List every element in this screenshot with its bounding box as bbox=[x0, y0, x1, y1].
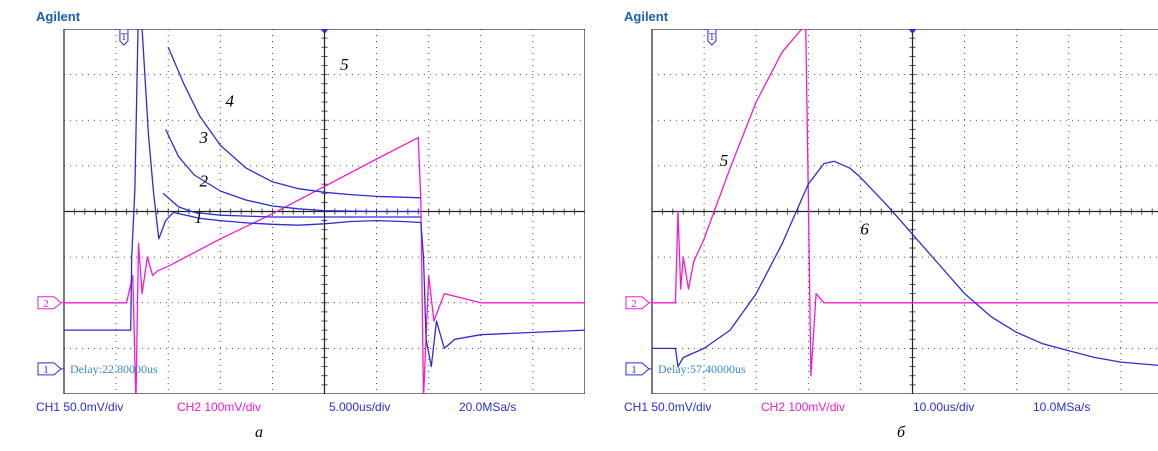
brand-label: Agilent bbox=[624, 9, 669, 24]
ch1-scale: CH1 50.0mV/div bbox=[36, 400, 124, 414]
status-bar: CH1 50.0mV/div CH2 100mV/div 10.00us/div… bbox=[624, 400, 1158, 416]
graticule bbox=[63, 28, 586, 395]
timebase: 5.000us/div bbox=[329, 400, 391, 414]
ch1-scale: CH1 50.0mV/div bbox=[624, 400, 712, 414]
scope-plot: 5 6 T 2 1 Delay:57.40000us bbox=[625, 23, 1158, 395]
scope-screen: 5 1 2 3 4 T 2 1 Delay:22.80000us bbox=[36, 28, 586, 404]
svg-text:T: T bbox=[709, 32, 715, 43]
ch2-ground-marker: 2 bbox=[625, 296, 652, 310]
trace-label-5: 5 bbox=[340, 55, 349, 74]
trace-label-6: 6 bbox=[860, 219, 869, 238]
sample-rate: 10.0MSa/s bbox=[1033, 400, 1091, 414]
svg-text:T: T bbox=[121, 32, 127, 43]
trace-6 bbox=[652, 160, 1158, 368]
status-bar: CH1 50.0mV/div CH2 100mV/div 5.000us/div… bbox=[36, 400, 585, 416]
trigger-marker: T bbox=[119, 28, 129, 46]
graticule bbox=[651, 28, 1158, 395]
svg-text:2: 2 bbox=[631, 298, 637, 310]
ch2-scale: CH2 100mV/div bbox=[177, 400, 262, 414]
ch1-ground-marker: 1 bbox=[625, 362, 652, 376]
ch2-ground-marker: 2 bbox=[37, 296, 64, 310]
scope-screen: 5 6 T 2 1 Delay:57.40000us bbox=[624, 23, 1158, 395]
panel-label: б bbox=[897, 424, 906, 441]
brand-label: Agilent bbox=[36, 9, 81, 24]
trace-label-3: 3 bbox=[198, 128, 208, 147]
trace-1 bbox=[64, 28, 586, 368]
oscilloscope-panel-a: Agilent 5 1 2 3 4 T 2 1 Delay:22.80000us CH1 50.… bbox=[30, 0, 596, 451]
oscilloscope-panel-b: Agilent 5 6 T 2 1 Delay:57.40000us CH1 50.0mV… bbox=[618, 0, 1158, 451]
svg-text:2: 2 bbox=[43, 298, 49, 310]
svg-text:1: 1 bbox=[43, 364, 49, 376]
trigger-marker: T bbox=[707, 28, 717, 46]
timebase: 10.00us/div bbox=[913, 400, 975, 414]
trace-3 bbox=[165, 129, 421, 213]
scope-plot: 5 1 2 34 T 2 1 Delay:22.80000us bbox=[37, 28, 586, 404]
sample-rate: 20.0MSa/s bbox=[459, 400, 517, 414]
trace-label-5: 5 bbox=[720, 151, 729, 170]
delay-readout: Delay:22.80000us bbox=[70, 362, 158, 376]
delay-marker bbox=[908, 29, 917, 34]
ch2-scale: CH2 100mV/div bbox=[761, 400, 846, 414]
ch1-ground-marker: 1 bbox=[37, 362, 64, 376]
trace-5 bbox=[64, 136, 585, 404]
trace-2 bbox=[162, 192, 421, 218]
traces bbox=[652, 23, 1158, 377]
delay-readout: Delay:57.40000us bbox=[658, 362, 746, 376]
delay-marker bbox=[320, 29, 329, 34]
trace-5 bbox=[652, 23, 1158, 377]
trace-label-1: 1 bbox=[194, 208, 203, 227]
panel-label: а bbox=[255, 424, 263, 441]
trace-4 bbox=[167, 46, 421, 199]
trace-label-2: 2 bbox=[199, 171, 208, 190]
trace-label-4: 4 bbox=[226, 92, 235, 111]
traces bbox=[64, 28, 586, 404]
svg-text:1: 1 bbox=[631, 364, 637, 376]
